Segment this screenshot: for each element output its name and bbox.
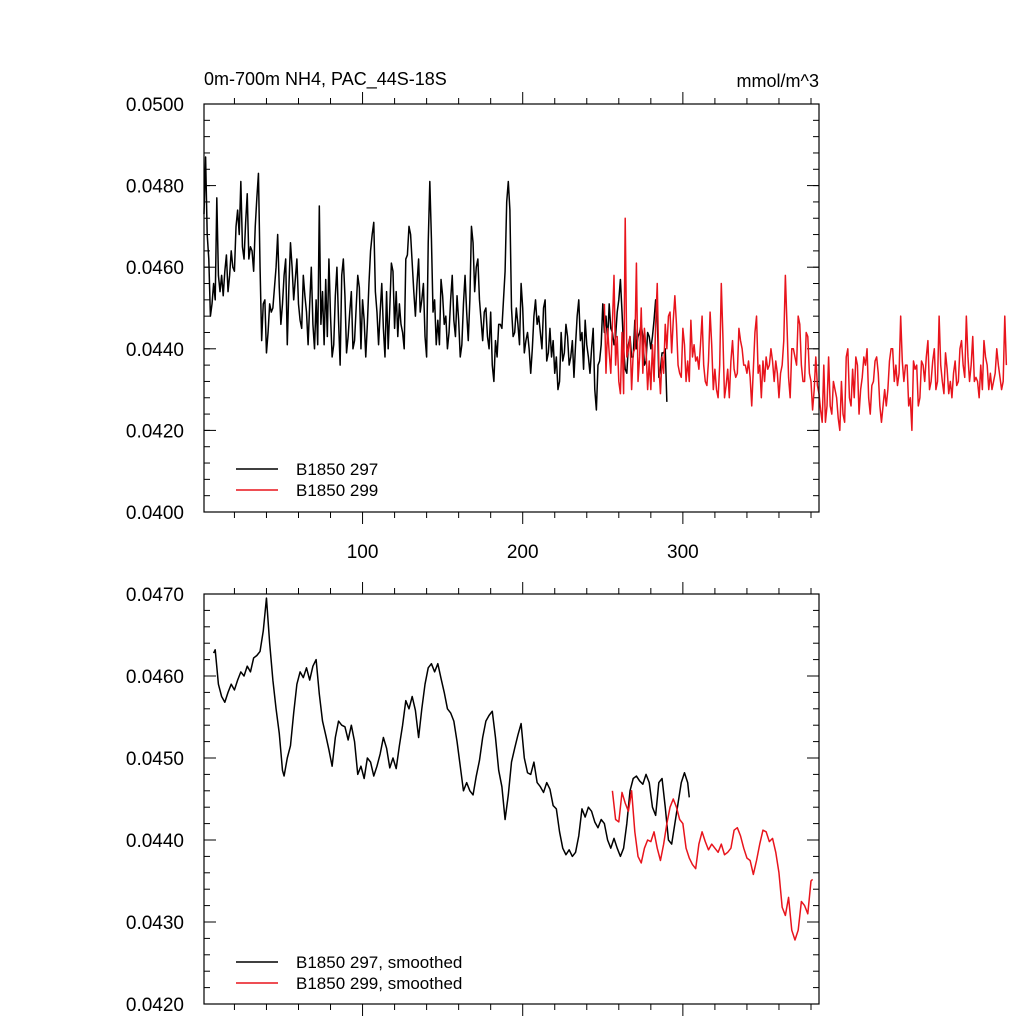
top-x-tick-labels: 100 200 300 [347,542,699,563]
top-y-tick-label: 0.0440 [126,340,184,361]
top-y-tick-labels: 0.0400 0.0420 0.0440 0.0460 0.0480 0.0500 [126,95,184,524]
bottom-y-tick-label: 0.0460 [126,667,184,688]
top-y-tick-label: 0.0400 [126,503,184,524]
top-x-tick-label: 100 [347,542,379,563]
bottom-y-tick-label: 0.0430 [126,913,184,934]
bottom-y-tick-label: 0.0450 [126,749,184,770]
bottom-y-tick-label: 0.0440 [126,831,184,852]
series-line-b1850-299 [603,217,1008,432]
top-y-tick-label: 0.0480 [126,177,184,198]
top-series-group [203,156,1008,432]
top-legend: B1850 297 B1850 299 [236,460,378,500]
bottom-series-group [212,597,814,941]
top-y-tick-label: 0.0460 [126,258,184,279]
top-chart-title: 0m-700m NH4, PAC_44S-18S [204,69,447,90]
bottom-axis-ticks [204,582,819,1016]
bottom-y-tick-label: 0.0420 [126,995,184,1016]
legend-label-297: B1850 297 [296,460,378,479]
legend-label-299: B1850 299 [296,481,378,500]
bottom-panel: 0.0420 0.0430 0.0440 0.0450 0.0460 0.0470 B18… [126,582,820,1016]
legend-label-299-smoothed: B1850 299, smoothed [296,974,462,993]
legend-label-297-smoothed: B1850 297, smoothed [296,953,462,972]
bottom-plot-frame [203,593,820,1005]
top-panel: 0m-700m NH4, PAC_44S-18S mmol/m^3 0.0400… [126,69,1008,563]
top-plot-frame [203,103,820,513]
bottom-y-tick-labels: 0.0420 0.0430 0.0440 0.0450 0.0460 0.0470 [126,585,184,1016]
top-x-tick-label: 300 [667,542,699,563]
series-line-b1850-297 [203,156,668,411]
series-line-b1850-297-smoothed [212,597,691,858]
top-y-tick-label: 0.0500 [126,95,184,116]
top-chart-units: mmol/m^3 [737,71,819,91]
series-line-b1850-299-smoothed [611,790,814,941]
bottom-y-tick-label: 0.0470 [126,585,184,606]
top-x-tick-label: 200 [507,542,539,563]
top-y-tick-label: 0.0420 [126,421,184,442]
bottom-legend: B1850 297, smoothed B1850 299, smoothed [236,953,462,993]
